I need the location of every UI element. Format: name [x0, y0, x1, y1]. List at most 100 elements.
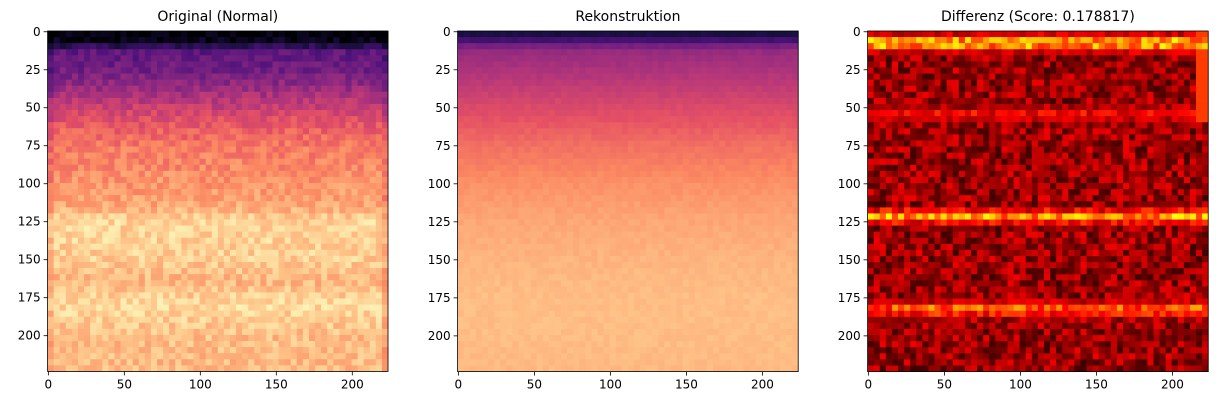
heatmap-cell: [308, 140, 316, 147]
heatmap-cell: [597, 55, 604, 62]
heatmap-cell: [536, 134, 544, 141]
heatmap-cell: [500, 201, 507, 208]
heatmap-cell: [199, 61, 207, 68]
heatmap-cell: [761, 103, 769, 111]
heatmap-cell: [627, 79, 635, 87]
heatmap-cell: [676, 103, 684, 111]
heatmap-cell: [144, 61, 152, 68]
heatmap-cell: [579, 170, 586, 178]
heatmap-cell: [688, 43, 696, 50]
heatmap-cell: [779, 37, 787, 44]
heatmap-cell: [536, 183, 544, 190]
heatmap-cell: [579, 225, 586, 233]
heatmap-cell: [260, 341, 267, 348]
heatmap-cell: [47, 261, 55, 269]
heatmap-cell: [737, 85, 744, 93]
heatmap-cell: [236, 164, 243, 172]
heatmap-cell: [126, 359, 134, 366]
heatmap-cell: [260, 182, 267, 190]
heatmap-cell: [767, 49, 775, 56]
heatmap-cell: [144, 225, 152, 232]
heatmap-cell: [506, 213, 513, 220]
heatmap-cell: [357, 353, 365, 360]
heatmap-cell: [108, 231, 115, 239]
heatmap-cell: [90, 298, 97, 305]
heatmap-cell: [217, 231, 225, 239]
heatmap-cell: [488, 67, 495, 74]
heatmap-cell: [138, 213, 146, 220]
heatmap-cell: [302, 359, 310, 366]
heatmap-cell: [506, 176, 513, 184]
heatmap-cell: [737, 176, 744, 184]
heatmap-cell: [199, 134, 207, 141]
heatmap-cell: [163, 231, 170, 239]
heatmap-cell: [375, 158, 383, 166]
heatmap-cell: [242, 207, 249, 214]
heatmap-cell: [518, 55, 525, 62]
heatmap-cell: [205, 243, 213, 251]
heatmap-cell: [96, 146, 103, 153]
heatmap-cell: [53, 110, 61, 117]
heatmap-cell: [53, 182, 61, 190]
heatmap-cell: [217, 341, 225, 348]
heatmap-cell: [169, 164, 176, 172]
heatmap-cell: [700, 43, 708, 50]
heatmap-cell: [59, 286, 67, 293]
heatmap-cell: [77, 274, 85, 281]
heatmap-cell: [633, 128, 641, 135]
heatmap-cell: [169, 225, 176, 232]
heatmap-cell: [603, 43, 611, 50]
heatmap-cell: [597, 91, 604, 99]
heatmap-cell: [357, 55, 365, 62]
heatmap-cell: [615, 189, 623, 196]
heatmap-cell: [205, 31, 213, 38]
heatmap-cell: [272, 97, 279, 105]
heatmap-cell: [481, 49, 489, 56]
heatmap-cell: [494, 73, 501, 81]
heatmap-cell: [725, 134, 732, 141]
heatmap-cell: [193, 243, 200, 251]
heatmap-cell: [59, 316, 67, 324]
heatmap-cell: [102, 91, 109, 99]
heatmap-cell: [500, 213, 507, 220]
heatmap-cell: [369, 146, 377, 153]
heatmap-cell: [296, 237, 304, 245]
heatmap-cell: [633, 207, 641, 214]
heatmap-cell: [676, 85, 684, 93]
heatmap-cell: [524, 103, 531, 111]
heatmap-cell: [713, 31, 720, 38]
heatmap-cell: [469, 67, 477, 74]
heatmap-cell: [84, 189, 91, 196]
heatmap-cell: [71, 182, 79, 190]
heatmap-cell: [381, 176, 389, 184]
heatmap-cell: [296, 67, 304, 74]
heatmap-cell: [236, 67, 243, 74]
heatmap-cell: [494, 116, 501, 123]
heatmap-cell: [749, 43, 757, 50]
heatmap-cell: [646, 37, 653, 44]
heatmap-cell: [284, 122, 292, 129]
heatmap-cell: [181, 49, 188, 56]
heatmap-cell: [713, 61, 720, 68]
heatmap-cell: [627, 134, 635, 141]
heatmap-cell: [591, 213, 598, 220]
heatmap-cell: [357, 61, 365, 68]
heatmap-cell: [469, 31, 477, 38]
heatmap-cell: [375, 255, 383, 263]
heatmap-cell: [59, 128, 67, 135]
heatmap-cell: [315, 298, 322, 305]
heatmap-cell: [169, 268, 176, 275]
heatmap-cell: [381, 122, 389, 129]
heatmap-cell: [90, 328, 97, 336]
heatmap-cell: [633, 225, 641, 233]
heatmap-cell: [199, 237, 207, 245]
heatmap-cell: [296, 103, 304, 111]
heatmap-cell: [585, 158, 592, 166]
heatmap-cell: [621, 140, 629, 147]
heatmap-cell: [290, 249, 298, 257]
heatmap-cell: [315, 146, 322, 153]
heatmap-cell: [211, 231, 219, 239]
heatmap-cell: [700, 195, 708, 202]
heatmap-cell: [236, 298, 243, 305]
heatmap-cell: [248, 43, 255, 50]
